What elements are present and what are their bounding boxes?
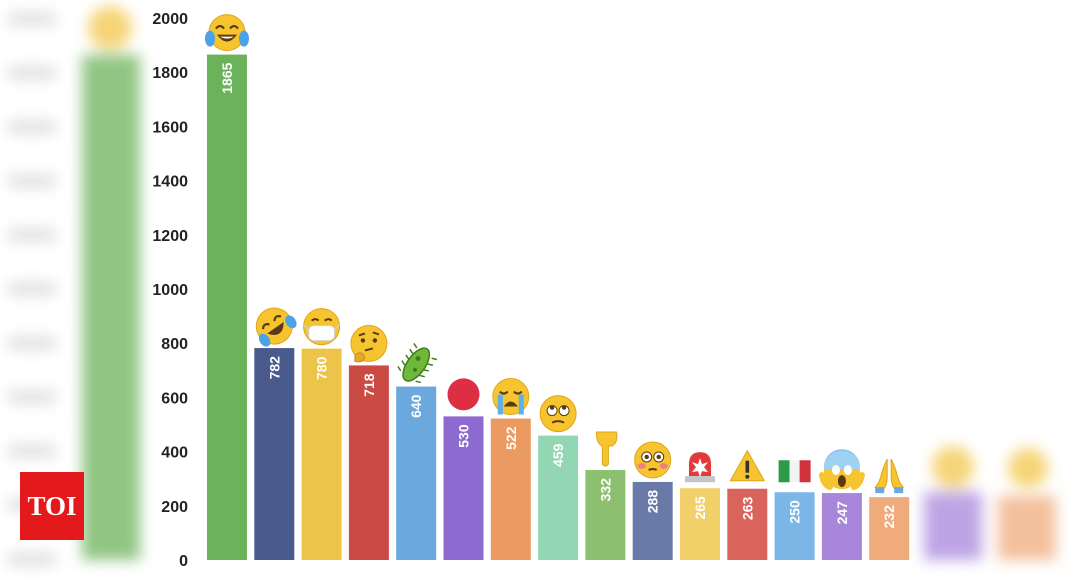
blurred-right-background — [918, 0, 1069, 580]
y-tick-label: 0 — [179, 553, 188, 570]
ghost-tick — [8, 444, 56, 458]
bar — [490, 418, 531, 560]
ghost-bar-icon — [88, 6, 132, 50]
bar — [348, 365, 389, 560]
ghost-tick — [8, 552, 56, 566]
face-screaming-in-fear-icon — [818, 449, 865, 491]
y-tick-label: 1200 — [152, 228, 188, 245]
y-tick-label: 800 — [161, 336, 188, 353]
y-tick-label: 1400 — [152, 174, 188, 191]
bar — [821, 493, 862, 560]
bar-value-label: 530 — [456, 424, 472, 448]
y-tick-label: 1000 — [152, 282, 188, 299]
bar-value-label: 288 — [645, 490, 661, 514]
bar — [869, 497, 910, 560]
bar — [207, 54, 247, 561]
y-tick-label: 600 — [161, 390, 188, 407]
y-tick-label: 400 — [161, 445, 188, 462]
ghost-tick — [8, 120, 56, 134]
bar-value-label: 332 — [597, 478, 613, 502]
bar — [396, 386, 437, 560]
value-labels: 1865 782 780 718 640 530 522 459 332 288 265 263 250… — [219, 62, 897, 528]
ghost-bar — [82, 55, 140, 560]
bar-value-label: 1865 — [219, 62, 235, 93]
y-tick-label: 1800 — [152, 65, 188, 82]
ghost-bar — [924, 492, 982, 560]
y-axis: 0 200 400 600 800 1000 1200 1400 1600 1800 2000 — [152, 11, 188, 570]
ghost-tick — [8, 228, 56, 242]
rolling-on-floor-laughing-icon — [255, 307, 297, 347]
face-with-medical-mask-icon — [303, 308, 341, 346]
bar-value-label: 232 — [881, 505, 897, 529]
ghost-tick — [8, 174, 56, 188]
thinking-face-icon — [350, 324, 388, 363]
bar — [254, 348, 295, 560]
blurred-left-background — [0, 0, 150, 580]
category-icons — [205, 14, 904, 494]
bars — [207, 54, 910, 561]
backhand-index-pointing-down-icon — [595, 431, 618, 467]
ghost-tick — [8, 66, 56, 80]
flushed-face-icon — [634, 441, 672, 479]
red-circle-icon — [447, 378, 480, 411]
y-tick-label: 200 — [161, 499, 188, 516]
y-tick-label: 1600 — [152, 119, 188, 136]
italy-flag-icon — [778, 460, 811, 483]
police-car-light-icon — [685, 452, 715, 483]
ghost-bar — [998, 496, 1056, 560]
face-with-rolling-eyes-icon — [539, 395, 577, 433]
bar-value-label: 247 — [834, 501, 850, 525]
ghost-tick — [8, 336, 56, 350]
bar — [774, 492, 815, 560]
bar-value-label: 250 — [787, 500, 803, 524]
microbe-icon — [397, 343, 438, 384]
ghost-tick — [8, 282, 56, 296]
bar — [585, 470, 626, 560]
ghost-tick — [8, 12, 56, 26]
bar — [538, 435, 579, 560]
bar — [727, 488, 768, 560]
y-tick-label: 2000 — [152, 11, 188, 28]
ghost-bar-icon — [1008, 448, 1048, 488]
bar-value-label: 782 — [266, 356, 282, 380]
toi-logo: TOI — [20, 472, 84, 540]
bar-value-label: 718 — [361, 373, 377, 397]
loudly-crying-face-icon — [492, 378, 530, 416]
bar-value-label: 265 — [692, 496, 708, 520]
bar-value-label: 263 — [739, 497, 755, 521]
bar — [301, 348, 342, 560]
bar — [632, 481, 673, 560]
warning-icon — [729, 450, 765, 482]
bar-value-label: 459 — [550, 443, 566, 467]
bar-value-label: 522 — [503, 426, 519, 450]
folded-hands-icon — [874, 458, 904, 494]
ghost-tick — [8, 390, 56, 404]
bar-value-label: 780 — [314, 356, 330, 380]
bar — [443, 416, 484, 560]
face-with-tears-of-joy-icon — [205, 14, 249, 52]
bar — [680, 488, 720, 560]
ghost-bar-icon — [932, 446, 974, 488]
bar-value-label: 640 — [408, 394, 424, 418]
